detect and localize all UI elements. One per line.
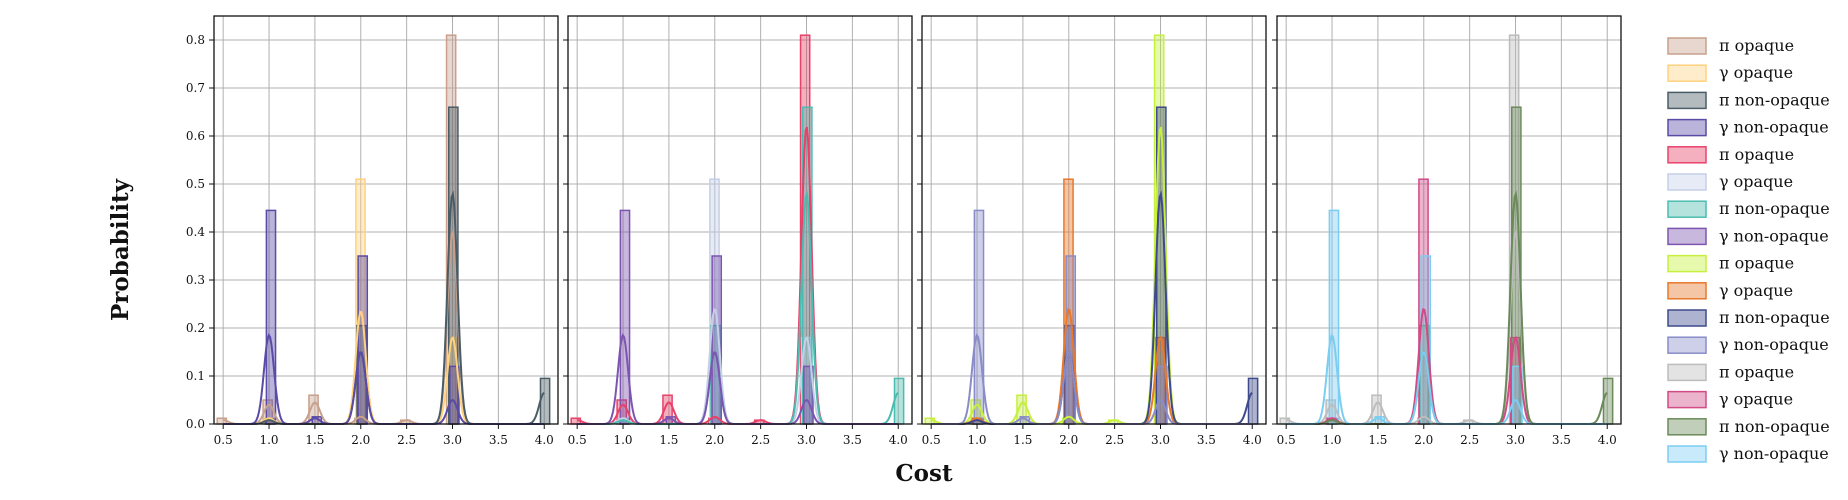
x-tick-label: 1.5 — [659, 433, 678, 447]
legend-label: γ non-opaque — [1719, 444, 1829, 463]
x-tick-label: 2.0 — [705, 433, 724, 447]
histogram-bar — [619, 209, 631, 425]
panel-4: 0.5 1.0 1.5 2.0 2.5 3.0 3.5 4.0 — [1272, 15, 1622, 447]
legend-label: γ opaque — [1719, 390, 1793, 409]
legend: π opaque γ opaque π non-opaque γ non-opaque… — [1667, 36, 1830, 463]
legend-swatch — [1667, 37, 1707, 55]
legend-swatch — [1667, 118, 1707, 137]
legend-label: γ opaque — [1719, 63, 1793, 82]
legend-swatch — [1667, 146, 1707, 164]
histogram-bar — [1328, 209, 1340, 425]
histogram-bar — [893, 377, 905, 425]
histogram-bar — [539, 377, 551, 425]
x-tick-label: 1.0 — [1322, 433, 1341, 447]
x-tick-label: 0.5 — [214, 433, 233, 447]
x-tick-label: 3.5 — [1552, 433, 1571, 447]
legend-label: γ non-opaque — [1719, 335, 1829, 354]
x-tick-label: 4.0 — [535, 433, 554, 447]
x-tick-label: 1.0 — [259, 433, 278, 447]
panel-3: 0.5 1.0 1.5 2.0 2.5 3.0 3.5 4.0 — [917, 15, 1267, 447]
histogram-bar — [711, 255, 723, 425]
legend-swatch — [1667, 309, 1707, 327]
x-tick-label: 2.5 — [1105, 433, 1124, 447]
legend-label: γ opaque — [1719, 281, 1793, 300]
histogram-bar — [357, 255, 369, 425]
x-tick-label: 3.0 — [443, 433, 462, 447]
histogram-bar — [973, 209, 985, 425]
axes-frame — [213, 15, 559, 425]
panel-2: 0.5 1.0 1.5 2.0 2.5 3.0 3.5 4.0 — [563, 15, 913, 447]
legend-label: γ opaque — [1719, 172, 1793, 191]
y-tick-label: 0.2 — [186, 321, 205, 335]
panel-1: 0.5 1.0 1.5 2.0 2.5 3.0 3.5 4.0 0.0 0.1 0.2 0.3 0.4 0… — [186, 15, 559, 447]
legend-label: π non-opaque — [1719, 199, 1830, 218]
legend-swatch — [1667, 254, 1707, 273]
y-axis-title: Probability — [107, 178, 134, 321]
x-tick-label: 2.5 — [1460, 433, 1479, 447]
y-tick-label: 0.7 — [186, 81, 205, 95]
legend-swatch — [1667, 390, 1707, 409]
x-axis-title: Cost — [895, 460, 953, 487]
axes-frame — [921, 15, 1267, 425]
legend-label: π non-opaque — [1719, 90, 1830, 109]
x-tick-label: 3.0 — [1151, 433, 1170, 447]
legend-label: π non-opaque — [1719, 308, 1830, 327]
y-tick-label: 0.5 — [186, 177, 205, 191]
legend-swatch — [1667, 445, 1707, 463]
histogram-bar — [1247, 377, 1259, 425]
legend-label: π opaque — [1719, 145, 1794, 164]
legend-label: γ non-opaque — [1719, 226, 1829, 245]
x-tick-label: 3.5 — [1197, 433, 1216, 447]
histogram-bar — [1065, 255, 1077, 425]
x-tick-label: 2.0 — [1414, 433, 1433, 447]
y-tick-label: 0.0 — [186, 417, 205, 431]
histogram-bar — [1602, 377, 1614, 425]
legend-swatch — [1667, 363, 1707, 382]
legend-label: π opaque — [1719, 254, 1794, 273]
x-tick-label: 0.5 — [922, 433, 941, 447]
x-tick-label: 3.5 — [843, 433, 862, 447]
x-tick-label: 0.5 — [1277, 433, 1296, 447]
legend-swatch — [1667, 173, 1707, 191]
legend-swatch — [1667, 91, 1707, 110]
legend-label: π non-opaque — [1719, 417, 1830, 436]
x-tick-label: 3.0 — [797, 433, 816, 447]
x-tick-label: 4.0 — [1243, 433, 1262, 447]
x-tick-label: 3.5 — [489, 433, 508, 447]
legend-label: γ non-opaque — [1719, 118, 1829, 137]
x-tick-label: 2.0 — [351, 433, 370, 447]
axes-frame — [567, 15, 913, 425]
x-tick-label: 1.0 — [967, 433, 986, 447]
y-tick-label: 0.3 — [186, 273, 205, 287]
histogram-bar — [1420, 255, 1432, 425]
x-tick-label: 4.0 — [889, 433, 908, 447]
legend-label: π opaque — [1719, 362, 1794, 381]
x-tick-label: 1.5 — [1368, 433, 1387, 447]
x-tick-label: 1.5 — [1013, 433, 1032, 447]
x-tick-label: 2.5 — [397, 433, 416, 447]
legend-swatch — [1667, 227, 1707, 246]
legend-swatch — [1667, 200, 1707, 218]
x-tick-label: 2.0 — [1059, 433, 1078, 447]
axes-frame — [1276, 15, 1622, 425]
legend-swatch — [1667, 282, 1707, 300]
y-tick-label: 0.4 — [186, 225, 205, 239]
y-tick-label: 0.1 — [186, 369, 205, 383]
legend-swatch — [1667, 336, 1707, 354]
y-tick-label: 0.6 — [186, 129, 205, 143]
x-tick-label: 0.5 — [568, 433, 587, 447]
x-tick-label: 4.0 — [1598, 433, 1617, 447]
x-tick-label: 1.0 — [613, 433, 632, 447]
legend-swatch — [1667, 418, 1707, 436]
histogram-bar — [265, 209, 277, 425]
x-tick-label: 2.5 — [751, 433, 770, 447]
legend-swatch — [1667, 64, 1707, 82]
y-tick-label: 0.8 — [186, 33, 205, 47]
x-tick-label: 1.5 — [305, 433, 324, 447]
x-tick-label: 3.0 — [1506, 433, 1525, 447]
legend-label: π opaque — [1719, 36, 1794, 55]
